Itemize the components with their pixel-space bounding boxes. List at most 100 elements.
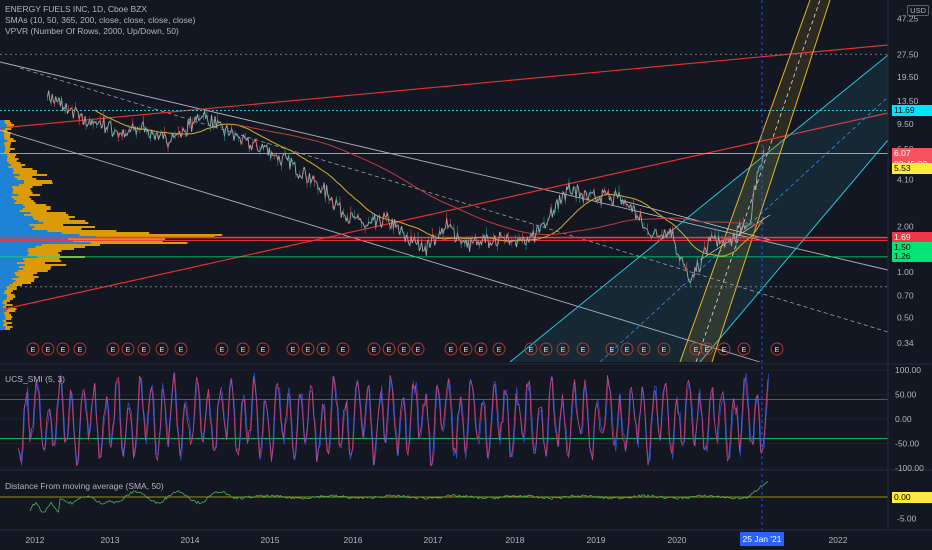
legend-symbol: ENERGY FUELS INC, 1D, Cboe BZX <box>5 4 148 14</box>
earnings-marker-icon <box>620 342 634 356</box>
earnings-marker-label: E <box>111 347 116 354</box>
vpvr-bar-down <box>73 240 163 242</box>
smi-tick-label: 0.00 <box>895 414 912 424</box>
earnings-marker-label: E <box>142 347 147 354</box>
vpvr-bar-up <box>0 150 5 152</box>
earnings-marker-icon <box>137 342 151 356</box>
earnings-marker-label: E <box>241 347 246 354</box>
vpvr-bar-up <box>0 294 7 296</box>
vpvr-bar-up <box>0 130 3 132</box>
vpvr-bar-up <box>0 240 74 242</box>
time-tick-label: 2014 <box>181 535 200 545</box>
earnings-marker-icon <box>492 342 506 356</box>
vpvr-bar-up <box>0 326 6 328</box>
vpvr-bar-down <box>15 274 34 276</box>
vpvr-bar-down <box>23 180 52 182</box>
vpvr-bar-up <box>0 170 14 172</box>
earnings-marker-icon <box>637 342 651 356</box>
vpvr-bar-down <box>11 196 30 198</box>
vpvr-bar-up <box>0 260 25 262</box>
cyan-channel-mid <box>599 96 888 362</box>
earnings-marker-icon <box>737 342 751 356</box>
vpvr-bar-up <box>0 200 17 202</box>
earnings-marker-icon <box>41 342 55 356</box>
vpvr-bar-down <box>4 144 11 146</box>
earnings-marker-icon <box>73 342 87 356</box>
vpvr-bar-down <box>14 272 38 274</box>
earnings-marker-label: E <box>160 347 165 354</box>
vpvr-bar-up <box>0 162 9 164</box>
earnings-marker-icon <box>155 342 169 356</box>
channel-upper-line <box>0 61 888 271</box>
vpvr-bar-up <box>0 212 31 214</box>
currency-button[interactable]: USD <box>907 5 929 16</box>
earnings-marker-label: E <box>261 347 266 354</box>
vpvr-bar-down <box>4 146 11 148</box>
earnings-marker-icon <box>367 342 381 356</box>
vpvr-bar-up <box>0 266 19 268</box>
trend-drawings <box>0 0 888 362</box>
earnings-marker-icon <box>121 342 135 356</box>
yellow-channel-left <box>679 0 811 362</box>
earnings-marker-icon <box>770 342 784 356</box>
vpvr-bar-down <box>4 328 11 330</box>
vpvr-bar-down <box>18 194 41 196</box>
earnings-marker-icon <box>605 342 619 356</box>
vpvr-bar-up <box>0 280 16 282</box>
vpvr-bar-down <box>47 230 117 232</box>
price-series <box>47 90 765 288</box>
vpvr-bar-down <box>4 304 13 306</box>
time-tick-label: 2022 <box>829 535 848 545</box>
vpvr-bar-up <box>0 132 5 134</box>
earnings-marker-label: E <box>220 347 225 354</box>
earnings-marker-label: E <box>179 347 184 354</box>
vpvr-bar-down <box>27 254 60 256</box>
channel-lower-line <box>0 129 761 362</box>
vpvr-bar-down <box>2 302 7 304</box>
vpvr-bar-down <box>7 140 16 142</box>
vpvr-bar-down <box>17 270 48 272</box>
vpvr-bar-up <box>0 328 5 330</box>
vpvr-bar-down <box>5 318 12 320</box>
vpvr-bar-down <box>5 316 13 318</box>
vpvr-bar-up <box>0 166 9 168</box>
vpvr-bar-up <box>0 220 39 222</box>
earnings-marker-icon <box>444 342 458 356</box>
vpvr-bar-down <box>4 134 11 136</box>
vpvr-bar-up <box>0 156 8 158</box>
yellow-channel-right <box>711 0 831 362</box>
vpvr-bar-up <box>0 254 28 256</box>
distance-pane <box>0 481 888 513</box>
cursor-date-badge <box>740 532 784 546</box>
earnings-marker-label: E <box>561 347 566 354</box>
vpvr-bar-up <box>0 146 5 148</box>
price-tick-label: 9.50 <box>897 119 914 129</box>
vpvr-bar-up <box>0 206 25 208</box>
vpvr-bar-down <box>12 192 33 194</box>
vpvr-bar-up <box>0 296 7 298</box>
vpvr-bar-down <box>3 312 10 314</box>
price-tag: 11.69 <box>892 104 932 116</box>
vpvr-bar-up <box>0 168 13 170</box>
yellow-channel-mid <box>695 0 821 362</box>
vpvr-bar-down <box>6 158 19 160</box>
earnings-marker-icon <box>382 342 396 356</box>
vpvr-bar-down <box>14 202 36 204</box>
vpvr-bar-down <box>29 224 64 226</box>
vpvr-bar-up <box>0 286 6 288</box>
vpvr-bar-down <box>38 220 86 222</box>
vpvr-bar-down <box>4 142 11 144</box>
earnings-marker-label: E <box>497 347 502 354</box>
earnings-marker-label: E <box>610 347 615 354</box>
earnings-marker-label: E <box>402 347 407 354</box>
triangle-line-a <box>619 199 771 241</box>
vpvr-bar-up <box>0 230 48 232</box>
price-tick-label: 19.50 <box>897 72 919 82</box>
time-tick-label: 2013 <box>101 535 120 545</box>
vpvr-bar-down <box>2 306 7 308</box>
smi-title: UCS_SMI (5, 3) <box>5 374 65 384</box>
vpvr-bar-up <box>0 312 4 314</box>
earnings-marker-label: E <box>662 347 667 354</box>
